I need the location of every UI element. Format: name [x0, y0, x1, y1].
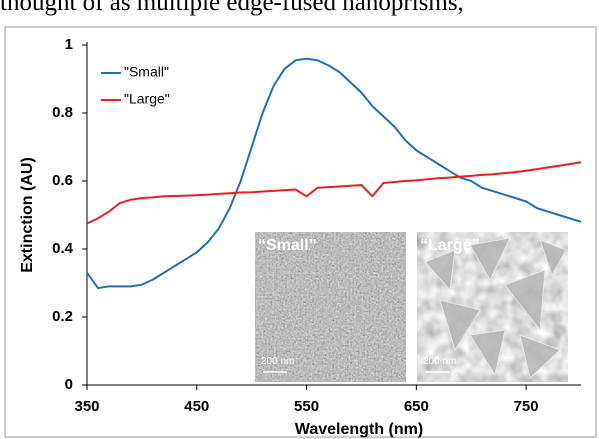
y-tick-label: 0: [65, 376, 73, 393]
y-tick-label: 0.8: [52, 104, 73, 121]
y-tick-label: 0.4: [52, 240, 74, 257]
y-axis-label: Extinction (AU): [19, 157, 36, 273]
insets: “Small” 200 nm “Large” 200 nm: [255, 232, 568, 382]
scale-bar-label: 200 nm: [261, 356, 294, 367]
x-tick-label: 550: [294, 398, 319, 415]
x-tick-label: 750: [514, 398, 539, 415]
y-tick-label: 0.2: [52, 308, 73, 325]
caption-fragment: thought of as multiple edge-fused nanopr…: [0, 0, 464, 16]
scale-bar-label: 200 nm: [423, 356, 456, 367]
legend-label: "Small": [124, 64, 169, 80]
frame: [4, 26, 597, 438]
x-tick-label: 650: [404, 398, 429, 415]
legend-label: "Large": [124, 91, 170, 107]
x-tick-label: 350: [74, 398, 99, 415]
y-tick-label: 1: [65, 36, 73, 53]
inset-label: “Large”: [420, 237, 480, 254]
sem-image-small: [255, 232, 406, 382]
data-line: [86, 161, 582, 225]
data-line: [86, 57, 582, 290]
sem-prisms: [424, 237, 567, 379]
inset-label: “Small”: [258, 237, 317, 254]
y-tick-label: 0.6: [52, 172, 73, 189]
x-axis-label: Wavelength (nm): [295, 421, 423, 438]
x-tick-label: 450: [184, 398, 209, 415]
